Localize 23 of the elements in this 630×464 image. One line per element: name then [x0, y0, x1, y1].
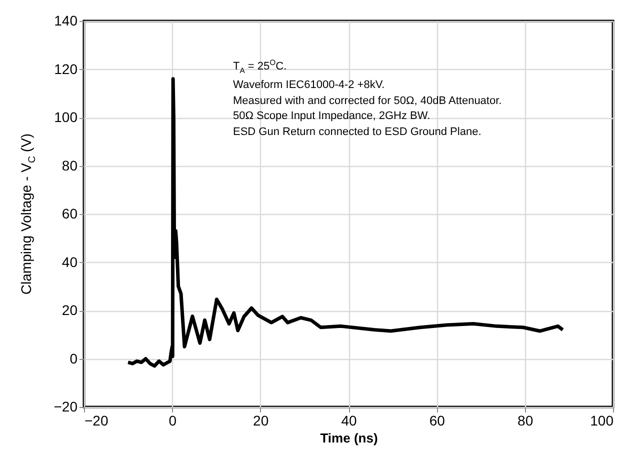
y-tick-label: 120	[54, 60, 78, 77]
x-tick-label: 0	[168, 412, 177, 428]
x-tick-label: 20	[253, 412, 269, 428]
x-axis-title: Time (ns)	[320, 430, 378, 446]
y-tick-label: 80	[62, 157, 78, 174]
x-tick-label: 100	[590, 412, 614, 428]
y-tick-label: −20	[54, 398, 78, 414]
y-tick-label: 100	[54, 109, 78, 125]
annotation: Waveform IEC61000-4-2 +8kV.	[233, 78, 386, 94]
y-tick-label: 40	[62, 254, 78, 270]
y-tick-label: 60	[62, 206, 78, 222]
line-series	[126, 77, 564, 368]
x-tick-label: 60	[429, 412, 446, 428]
y-tick-label: 20	[62, 302, 78, 318]
x-tick-label: 40	[341, 412, 357, 428]
y-tick-label: 140	[54, 12, 78, 28]
annotation: ESD Gun Return connected to ESD Ground Plane.	[233, 124, 482, 140]
annotation: 50Ω Scope Input Impedance, 2GHz BW.	[233, 109, 432, 124]
annotation: T$_{A}$ = 25$^{O}$C.	[233, 57, 288, 77]
x-tick-label: 80	[518, 412, 534, 428]
annotation: Measured with and corrected for 50Ω, 40dB Attenuator.	[233, 94, 502, 109]
y-tick-label: 0	[70, 350, 78, 366]
x-tick-label: −20	[84, 412, 108, 428]
